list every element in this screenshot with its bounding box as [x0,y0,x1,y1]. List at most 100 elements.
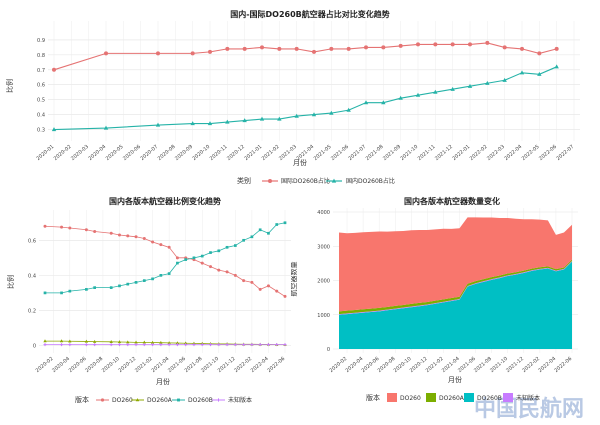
chart1-xtick-label: 2020-08 [157,144,177,162]
chart3-ytick-label: 0 [327,347,330,353]
chart2-point-2 [151,277,154,281]
chart2-point-1 [142,340,146,344]
chart2-point-3 [117,343,121,347]
chart2-point-0 [93,230,97,234]
chart1-legend-label-0: 国际DO260B占比 [281,177,330,185]
chart1-ylabel: 比例 [5,79,14,93]
chart1-ytick-label: 0.5 [37,98,45,104]
chart2-point-3 [43,343,47,347]
chart2-title: 国内各版本航空器比例变化趋势 [109,196,221,206]
chart3-legend-key-2 [426,393,436,402]
chart2-point-3 [217,343,221,347]
chart2-point-0 [175,256,179,260]
chart1-point-0 [208,49,212,54]
chart3-area-DO260 [339,217,572,312]
chart2-point-3 [184,343,188,347]
chart2-point-2 [283,221,287,225]
chart1-point-1 [363,100,369,105]
chart3-legend-label-2: DO260B [477,395,502,402]
chart2-point-0 [134,235,138,239]
chart2-xlabel: 月份 [156,377,170,386]
chart1-point-0 [52,67,56,72]
chart2-point-0 [250,280,254,284]
chart1-xtick-label: 2020-01 [35,144,55,162]
chart1-point-0 [468,42,472,47]
chart1-point-1 [433,89,438,94]
chart2-point-3 [192,343,196,347]
chart2-point-0 [109,231,113,235]
chart2-legend-title: 版本 [75,395,89,404]
chart2-point-3 [283,343,287,347]
chart3-xtick-label: 2022-06 [553,356,573,374]
chart2-point-1 [126,340,130,344]
chart1-ytick-label: 0.7 [37,68,45,74]
chart2-point-3 [233,343,237,347]
chart2-xtick-label: 2022-06 [266,356,286,374]
chart2-point-2 [134,281,138,284]
chart2-point-1 [109,340,113,344]
chart1-title: 国内-国际DO260B航空器占比对比变化趋势 [230,9,390,19]
chart1-xlabel: 月份 [293,158,307,167]
chart2-point-0 [43,224,47,228]
chart2-point-0 [266,284,270,288]
chart2-point-2 [258,228,262,232]
chart1-point-0 [260,45,264,50]
chart3-legend-label-1: DO260A [439,395,465,402]
chart1-xtick-label: 2021-02 [261,144,281,162]
chart1-point-1 [207,121,213,126]
chart2-point-2 [184,258,188,261]
chart1-legend-marker-0 [268,179,272,183]
chart2-point-2 [233,244,237,247]
chart2-point-3 [258,343,262,347]
chart2-point-1 [192,341,196,345]
chart1-point-0 [381,45,386,50]
chart2-legend-label-0: DO260 [112,397,133,404]
chart2-point-3 [250,343,254,347]
chart1-xtick-label: 2020-04 [87,144,107,162]
chart2-point-3 [142,343,146,347]
chart2-point-2 [176,261,179,265]
chart1-point-0 [433,42,438,47]
chart2-point-0 [200,261,204,265]
chart2-point-2 [217,249,221,253]
chart2-point-0 [217,268,221,272]
chart3-area-DO260A [339,259,572,315]
chart2-point-0 [283,294,287,298]
chart1-point-1 [450,86,455,91]
chart1-point-1 [485,80,490,85]
chart2-point-3 [134,343,138,347]
chart2-point-2 [225,245,229,249]
chart2-point-1 [84,339,89,343]
chart1-point-0 [364,45,368,50]
chart1-point-1 [225,119,230,124]
chart1-xtick-label: 2021-11 [417,144,437,162]
chart2-point-1 [43,339,47,343]
chart1-xtick-label: 2022-02 [469,144,489,162]
chart1-point-0 [294,46,299,51]
chart2-point-1 [159,340,163,344]
chart2-legend-label-2: DO260B [188,397,213,404]
chart1-xtick-label: 2021-06 [330,144,350,162]
chart2-point-1 [59,339,64,343]
chart2-point-0 [68,226,72,230]
chart1-xtick-label: 2020-11 [209,144,229,162]
chart2-legend-marker-3 [216,398,221,402]
chart1-xtick-label: 2020-12 [226,144,246,162]
chart2-point-1 [150,340,155,344]
chart2-point-3 [242,343,246,347]
chart1-point-1 [381,100,386,105]
chart3-area-DO260B [339,261,572,349]
chart1-point-1 [329,110,334,115]
chart3-legend-title: 版本 [366,393,380,402]
chart1-xtick-label: 2020-03 [70,144,90,162]
chart1-point-1 [346,107,351,112]
chart2-point-0 [242,279,246,283]
chart2-point-0 [117,233,121,237]
chart1-xtick-label: 2021-09 [382,144,402,162]
chart1-ytick-label: 0.4 [37,113,45,119]
chart1-legend-label-1: 国内DO260B占比 [346,177,395,185]
chart2-point-2 [126,282,130,286]
chart2-ytick-label: 0.6 [28,238,36,244]
chart1-point-1 [398,95,403,100]
